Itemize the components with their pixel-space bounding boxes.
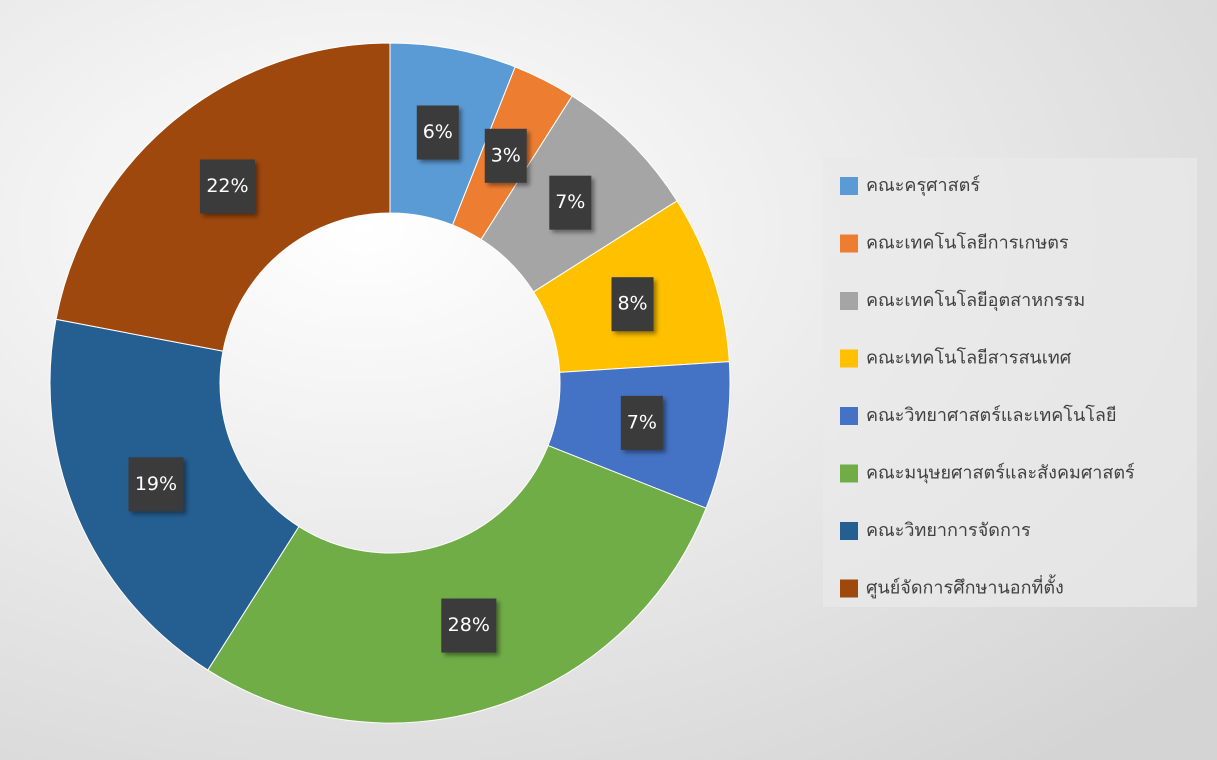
legend-label: คณะเทคโนโลยีสารสนเทศ (866, 347, 1072, 369)
legend-swatch (840, 579, 858, 598)
data-label-box (128, 457, 184, 512)
legend-swatch (840, 292, 858, 310)
legend-label: คณะมนุษยศาสตร์และสังคมศาสตร์ (866, 463, 1135, 484)
legend-label: ศูนย์จัดการศึกษานอกที่ตั้ง (866, 575, 1064, 599)
data-label-box (416, 105, 459, 160)
data-label: 28% (448, 614, 490, 636)
legend-label: คณะครุศาสตร์ (866, 175, 980, 196)
data-label: 8% (617, 293, 647, 315)
data-label: 19% (135, 473, 177, 495)
legend-swatch (840, 407, 858, 425)
donut-segment (207, 444, 707, 724)
legend-swatch (840, 522, 858, 540)
data-label: 6% (423, 121, 453, 143)
data-label-box (611, 277, 654, 332)
legend-swatch (840, 177, 858, 195)
data-label-box (549, 175, 592, 230)
legend-swatch (840, 349, 858, 368)
data-label-box (199, 159, 255, 214)
data-label: 7% (555, 191, 585, 213)
legend-label: คณะเทคโนโลยีอุตสาหกรรม (866, 289, 1085, 311)
data-label: 3% (491, 144, 521, 166)
legend-label: คณะวิทยาศาสตร์และเทคโนโลยี (866, 404, 1117, 426)
data-label-box (441, 598, 497, 653)
legend-swatch (840, 234, 858, 253)
data-label-box (620, 395, 663, 450)
data-label: 22% (206, 175, 248, 197)
data-label: 7% (627, 411, 657, 433)
legend-swatch (840, 464, 858, 483)
legend-label: คณะเทคโนโลยีการเกษตร (866, 232, 1069, 254)
data-label-box (484, 128, 527, 183)
legend-box (823, 158, 1197, 607)
legend-label: คณะวิทยาการจัดการ (866, 520, 1031, 541)
